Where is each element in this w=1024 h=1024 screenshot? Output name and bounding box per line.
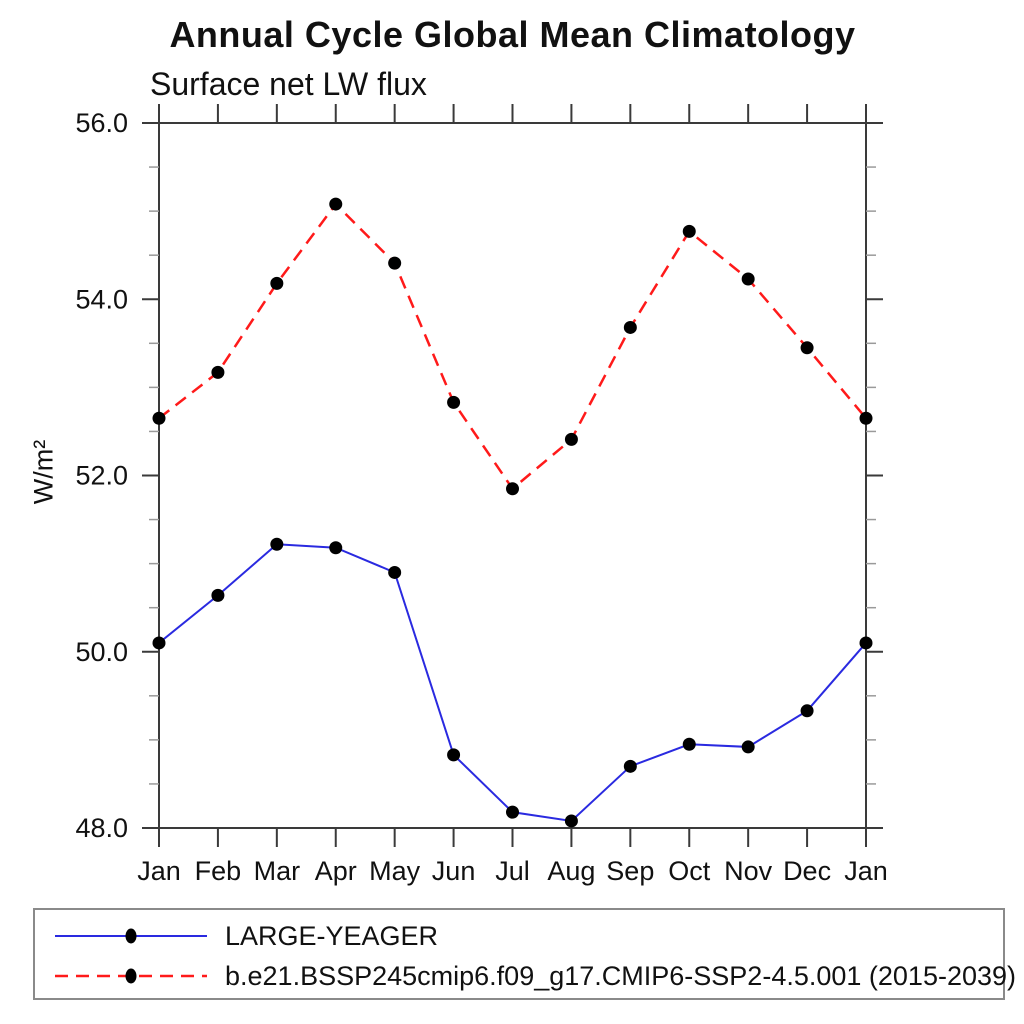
data-point — [682, 737, 696, 751]
plot-border-rect — [158, 122, 867, 829]
y-axis-ticks — [142, 122, 883, 829]
legend-marker-dot-0 — [125, 928, 137, 944]
y-tick-label: 54.0 — [75, 284, 128, 314]
chart-title: Annual Cycle Global Mean Climatology — [169, 14, 856, 55]
data-point — [564, 432, 578, 446]
x-axis-ticks — [158, 104, 867, 847]
legend-sample-solid-line — [55, 928, 207, 944]
y-tick-label: 52.0 — [75, 461, 128, 491]
data-point — [211, 365, 225, 379]
x-axis-tick-labels: Jan Feb Mar Apr May Jun Jul Aug Sep Oct Nov Dec Jan — [137, 856, 888, 886]
series-line-0 — [158, 543, 867, 823]
data-point — [329, 541, 343, 555]
y-axis-label: W/m² — [28, 439, 59, 505]
legend: LARGE-YEAGER b.e21.BSSP245cmip6.f09_g17.… — [33, 908, 1016, 1000]
y-tick-label: 48.0 — [75, 813, 128, 843]
legend-entry-cmip6: b.e21.BSSP245cmip6.f09_g17.CMIP6-SSP2-4.… — [35, 958, 1016, 994]
x-tick-label: Jan — [137, 856, 181, 886]
plot-border — [158, 122, 867, 829]
x-tick-label: Aug — [547, 856, 595, 886]
data-point — [329, 197, 343, 211]
data-point — [564, 814, 578, 828]
data-point — [859, 411, 873, 425]
x-tick-label: Apr — [315, 856, 357, 886]
x-tick-label: Jul — [495, 856, 530, 886]
data-point — [800, 704, 814, 718]
data-point — [682, 224, 696, 238]
chart-subtitle: Surface net LW flux — [150, 66, 427, 102]
data-point — [152, 636, 166, 650]
data-point — [623, 759, 637, 773]
data-point — [270, 537, 284, 551]
legend-label-large-yeager: LARGE-YEAGER — [225, 921, 439, 951]
data-point — [506, 805, 519, 819]
x-tick-label: May — [369, 856, 421, 886]
x-tick-label: Dec — [783, 856, 831, 886]
x-tick-label: Nov — [724, 856, 773, 886]
data-point — [623, 320, 637, 334]
x-tick-label: Mar — [254, 856, 301, 886]
x-tick-label: Feb — [195, 856, 242, 886]
data-point — [211, 588, 225, 602]
data-point — [859, 636, 873, 650]
data-point — [270, 276, 284, 290]
data-point — [447, 748, 461, 762]
legend-label-cmip6: b.e21.BSSP245cmip6.f09_g17.CMIP6-SSP2-4.… — [225, 961, 1017, 991]
data-point — [388, 565, 402, 579]
legend-marker-dot-1 — [125, 968, 137, 984]
data-series — [152, 197, 873, 828]
y-tick-label: 56.0 — [75, 108, 128, 138]
data-point — [152, 411, 166, 425]
x-tick-label: Oct — [668, 856, 711, 886]
legend-entry-large-yeager: LARGE-YEAGER — [35, 918, 438, 954]
x-tick-label: Sep — [606, 856, 654, 886]
x-tick-label: Jan — [844, 856, 888, 886]
legend-sample-dashed-line — [55, 968, 207, 984]
series-line-1 — [158, 202, 867, 491]
x-tick-label: Jun — [432, 856, 476, 886]
data-point — [741, 272, 755, 286]
y-tick-label: 50.0 — [75, 637, 128, 667]
y-axis-tick-labels: 48.0 50.0 52.0 54.0 56.0 — [75, 108, 128, 843]
data-point — [506, 482, 519, 496]
data-point — [800, 341, 814, 355]
data-point — [447, 395, 461, 409]
data-point — [741, 740, 755, 754]
data-point — [388, 256, 402, 270]
